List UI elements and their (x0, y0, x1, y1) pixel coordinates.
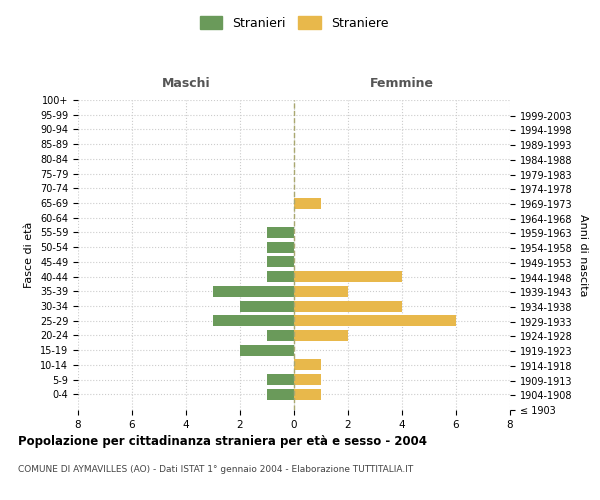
Bar (294, 300, 402, 312)
Text: Femmine: Femmine (370, 77, 434, 90)
Bar (267, 242, 294, 252)
Bar (267, 271, 294, 282)
Bar (240, 344, 294, 356)
Y-axis label: Anni di nascita: Anni di nascita (578, 214, 588, 296)
Bar (294, 374, 321, 385)
Bar (267, 374, 294, 385)
Text: Popolazione per cittadinanza straniera per età e sesso - 2004: Popolazione per cittadinanza straniera p… (18, 435, 427, 448)
Bar (294, 316, 456, 326)
Bar (294, 389, 321, 400)
Y-axis label: Fasce di età: Fasce di età (25, 222, 34, 288)
Text: Maschi: Maschi (161, 77, 211, 90)
Bar (294, 271, 402, 282)
Bar (240, 300, 294, 312)
Bar (267, 227, 294, 238)
Bar (294, 286, 348, 297)
Bar (267, 330, 294, 341)
Bar (267, 256, 294, 268)
Text: COMUNE DI AYMAVILLES (AO) - Dati ISTAT 1° gennaio 2004 - Elaborazione TUTTITALIA: COMUNE DI AYMAVILLES (AO) - Dati ISTAT 1… (18, 465, 413, 474)
Bar (267, 389, 294, 400)
Bar (294, 360, 321, 370)
Legend: Stranieri, Straniere: Stranieri, Straniere (195, 11, 393, 35)
Bar (294, 330, 348, 341)
Bar (213, 316, 294, 326)
Bar (294, 198, 321, 208)
Bar (213, 286, 294, 297)
